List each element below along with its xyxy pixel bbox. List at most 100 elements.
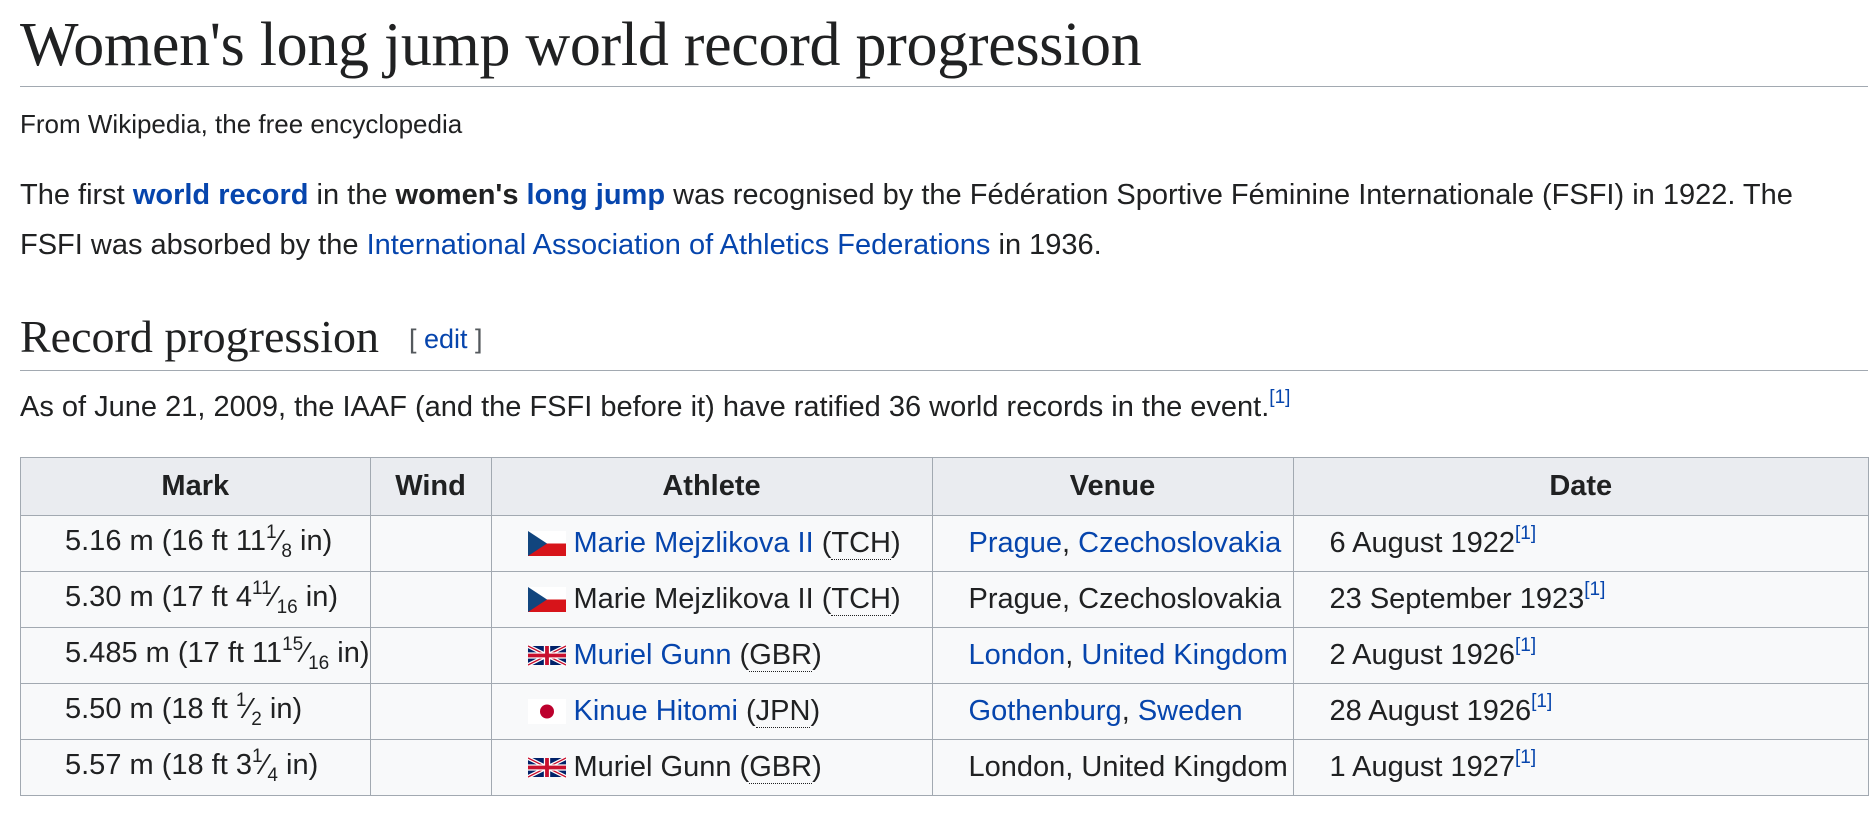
fraction-denominator: 2 [251, 708, 262, 730]
fraction-numerator: 15 [282, 633, 304, 655]
mark-cell: 5.50 m (18 ft 1⁄2 in) [20, 683, 371, 740]
column-header-venue[interactable]: Venue [931, 457, 1294, 516]
edit-section: [ edit ] [409, 324, 483, 354]
as-of-text: As of June 21, 2009, the IAAF (and the F… [20, 391, 1270, 423]
fraction-numerator: 11 [252, 577, 272, 599]
wind-cell [369, 683, 492, 740]
mark-cell: 5.16 m (16 ft 111⁄8 in) [20, 515, 371, 572]
venue-cell: Prague, Czechoslovakia [931, 515, 1294, 572]
section-heading: Record progression [ edit ] [20, 314, 1868, 371]
venue-city-link[interactable]: Gothenburg [968, 695, 1122, 727]
world-record-link[interactable]: world record [132, 179, 309, 211]
records-table: Mark Wind Athlete Venue Date 5.16 m (16 … [20, 457, 1870, 796]
reference-link[interactable]: [1] [1514, 523, 1537, 544]
mark-text: 5.50 m (18 ft [65, 692, 236, 725]
venue-country: Czechoslovakia [1078, 583, 1282, 615]
edit-link[interactable]: edit [424, 324, 468, 354]
column-header-date[interactable]: Date [1292, 457, 1870, 516]
country-abbr[interactable]: JPN [755, 695, 811, 728]
country-abbr[interactable]: GBR [749, 751, 813, 784]
table-row: 5.57 m (18 ft 31⁄4 in) Muriel Gunn (GBR) L… [20, 739, 1870, 796]
venue-city-link[interactable]: London [968, 639, 1066, 671]
mark-cell: 5.30 m (17 ft 411⁄16 in) [20, 571, 371, 628]
mark-fraction: 1⁄2 [235, 689, 262, 730]
edit-bracket: ] [467, 324, 483, 354]
mark-text: 5.16 m (16 ft 11 [65, 524, 266, 557]
czechoslovakia-flag [527, 531, 566, 556]
fraction-denominator: 16 [308, 652, 330, 674]
country-abbr[interactable]: TCH [831, 527, 891, 560]
mark-fraction: 1⁄4 [252, 745, 278, 786]
athlete-name: Muriel Gunn [573, 751, 732, 783]
table-body: 5.16 m (16 ft 111⁄8 in) Marie Mejzlikova … [20, 515, 1870, 796]
fraction-denominator: 8 [281, 540, 292, 562]
athlete-name[interactable]: Kinue Hitomi [573, 695, 738, 727]
fraction-numerator: 1 [265, 521, 277, 543]
country-code: (JPN) [745, 695, 821, 728]
womens-bold: women's [395, 179, 519, 211]
wind-cell [369, 571, 492, 628]
fraction-denominator: 4 [267, 764, 278, 786]
country-code: (TCH) [821, 583, 901, 616]
mark-fraction: 15⁄16 [282, 633, 330, 674]
date-text: 1 August 1927 [1329, 751, 1515, 783]
mark-unit: in) [297, 580, 339, 613]
date-text: 28 August 1926 [1329, 695, 1532, 727]
mark-cell: 5.485 m (17 ft 1115⁄16 in) [20, 627, 371, 684]
venue-country-link[interactable]: United Kingdom [1081, 639, 1288, 671]
reference-link[interactable]: [1] [1514, 747, 1537, 768]
fraction-numerator: 1 [235, 689, 247, 711]
mark-unit: in) [278, 748, 319, 781]
japan-flag [527, 699, 566, 724]
date-cell: 6 August 1922[1] [1292, 515, 1870, 572]
intro-text: in 1936. [990, 229, 1102, 261]
intro-paragraph: The first world record in the women's lo… [20, 170, 1858, 270]
long-jump-link[interactable]: long jump [526, 179, 666, 211]
country-abbr[interactable]: TCH [831, 583, 891, 616]
fraction-numerator: 1 [252, 745, 263, 767]
venue-cell: London, United Kingdom [931, 739, 1294, 796]
uk-flag [526, 643, 567, 668]
mark-unit: in) [291, 524, 333, 557]
tagline: From Wikipedia, the free encyclopedia [20, 109, 463, 139]
date-cell: 23 September 1923[1] [1292, 571, 1870, 628]
country-code: (GBR) [739, 751, 822, 784]
mark-text: 5.57 m (18 ft 3 [65, 748, 252, 781]
athlete-name[interactable]: Muriel Gunn [573, 639, 732, 671]
uk-flag [526, 755, 567, 780]
column-header-athlete[interactable]: Athlete [490, 457, 933, 516]
athlete-name[interactable]: Marie Mejzlikova II [573, 527, 814, 559]
fraction-denominator: 16 [276, 596, 298, 618]
czechoslovakia-flag [527, 587, 566, 612]
reference-link[interactable]: [1] [1514, 635, 1537, 656]
venue-country-link[interactable]: Czechoslovakia [1078, 527, 1282, 559]
country-code: (TCH) [821, 527, 901, 560]
venue-country: United Kingdom [1081, 751, 1288, 783]
table-row: 5.50 m (18 ft 1⁄2 in) Kinue Hitomi (JPN) G… [20, 683, 1870, 740]
iaaf-link[interactable]: International Association of Athletics F… [366, 229, 991, 261]
wind-cell [369, 515, 492, 572]
reference-link[interactable]: [1] [1531, 691, 1553, 712]
column-header-wind[interactable]: Wind [369, 457, 492, 516]
mark-unit: in) [329, 636, 370, 669]
venue-city-link[interactable]: Prague [968, 527, 1063, 559]
country-abbr[interactable]: GBR [749, 639, 813, 672]
mark-cell: 5.57 m (18 ft 31⁄4 in) [20, 739, 371, 796]
reference-link[interactable]: [1] [1584, 579, 1606, 600]
wind-cell [369, 739, 492, 796]
venue-city: Prague [968, 583, 1063, 615]
mark-unit: in) [261, 692, 303, 725]
reference-link[interactable]: [1] [1269, 387, 1291, 408]
column-header-mark[interactable]: Mark [20, 457, 371, 516]
venue-country-link[interactable]: Sweden [1137, 695, 1243, 727]
article: Women's long jump world record progressi… [20, 14, 1870, 796]
table-row: 5.16 m (16 ft 111⁄8 in) Marie Mejzlikova … [20, 515, 1870, 572]
date-cell: 1 August 1927[1] [1292, 739, 1870, 796]
intro-text: was recognised by the Fédération Sportiv… [20, 179, 1793, 261]
venue-city: London [968, 751, 1066, 783]
venue-cell: Prague, Czechoslovakia [931, 571, 1294, 628]
table-row: 5.485 m (17 ft 1115⁄16 in) Muriel Gunn (G… [20, 627, 1870, 684]
table-header-row: Mark Wind Athlete Venue Date [20, 457, 1870, 516]
date-text: 2 August 1926 [1329, 639, 1515, 671]
intro-text: in the [308, 179, 396, 211]
